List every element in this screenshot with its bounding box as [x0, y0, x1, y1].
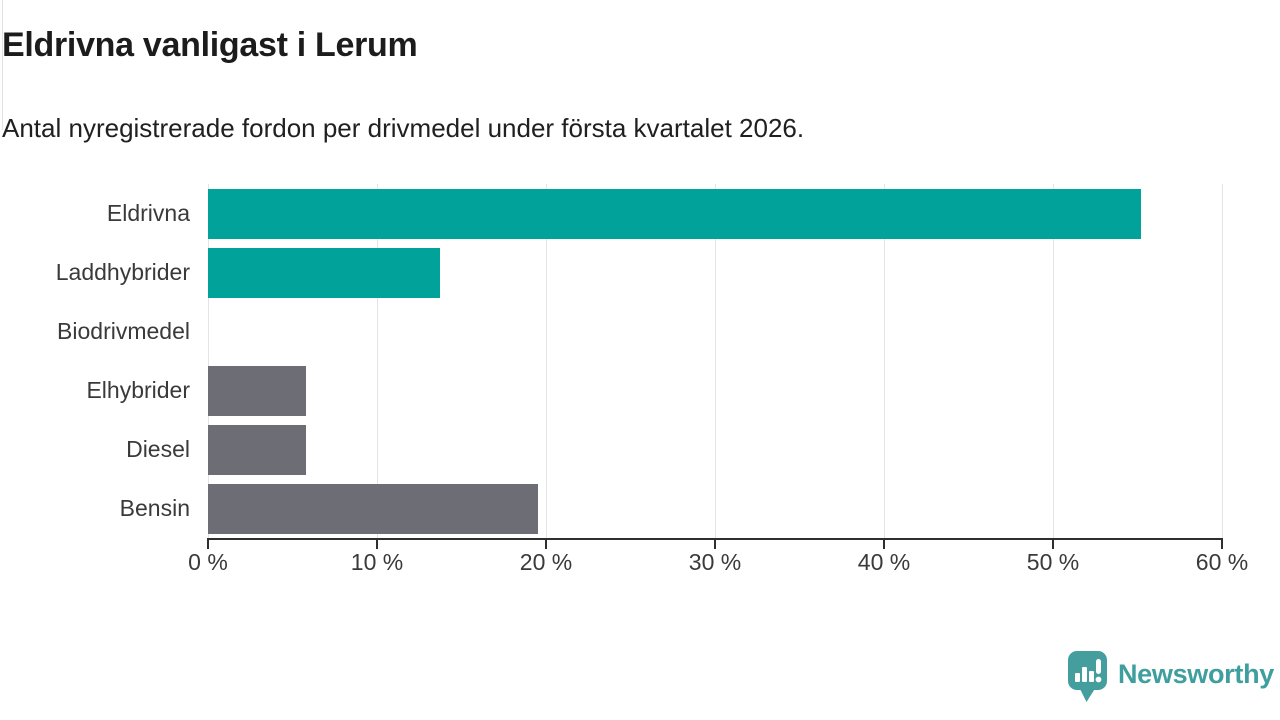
plot-area — [208, 184, 1223, 538]
y-axis-labels: Eldrivna Laddhybrider Biodrivmedel Elhybrid… — [0, 184, 190, 538]
y-axis-label: Bensin — [119, 495, 190, 521]
y-axis-label: Diesel — [126, 436, 190, 462]
x-tick-mark — [207, 540, 209, 549]
y-axis-label: Biodrivmedel — [57, 318, 190, 344]
bar-bensin — [208, 483, 538, 534]
x-tick-label: 60 % — [1195, 549, 1249, 575]
bar-eldrivna — [208, 188, 1141, 239]
x-tick-label: 20 % — [519, 549, 573, 575]
gridline — [884, 184, 885, 538]
bar-elhybrider — [208, 365, 307, 416]
x-tick-mark — [376, 540, 378, 549]
x-tick-label: 10 % — [350, 549, 404, 575]
left-edge-line — [2, 0, 3, 130]
y-axis-label: Elhybrider — [86, 377, 190, 403]
x-axis-line — [207, 538, 1223, 540]
bar-laddhybrider — [208, 247, 440, 298]
page-title: Eldrivna vanligast i Lerum — [2, 26, 418, 64]
x-tick-mark — [714, 540, 716, 549]
x-tick-mark — [545, 540, 547, 549]
newsworthy-wordmark: Newsworthy — [1117, 658, 1274, 689]
gridline — [1222, 184, 1223, 538]
x-tick-mark — [1221, 540, 1223, 549]
x-tick-label: 30 % — [688, 549, 742, 575]
page-subtitle: Antal nyregistrerade fordon per drivmede… — [2, 113, 805, 143]
gridline — [546, 184, 547, 538]
gridline — [715, 184, 716, 538]
newsworthy-brand: Newsworthy — [1067, 648, 1274, 706]
y-axis-label: Laddhybrider — [55, 259, 190, 285]
gridline — [1053, 184, 1054, 538]
gridline — [377, 184, 378, 538]
y-axis-label: Eldrivna — [106, 200, 190, 226]
newsworthy-logo-icon — [1067, 651, 1107, 702]
x-tick-mark — [883, 540, 885, 549]
gridline — [208, 184, 209, 538]
bar-diesel — [208, 424, 307, 475]
x-tick-label: 50 % — [1026, 549, 1080, 575]
bar-chart: Eldrivna Laddhybrider Biodrivmedel Elhybrid… — [0, 184, 1249, 575]
x-tick-label: 0 % — [188, 549, 228, 575]
x-tick-mark — [1052, 540, 1054, 549]
x-tick-label: 40 % — [857, 549, 911, 575]
